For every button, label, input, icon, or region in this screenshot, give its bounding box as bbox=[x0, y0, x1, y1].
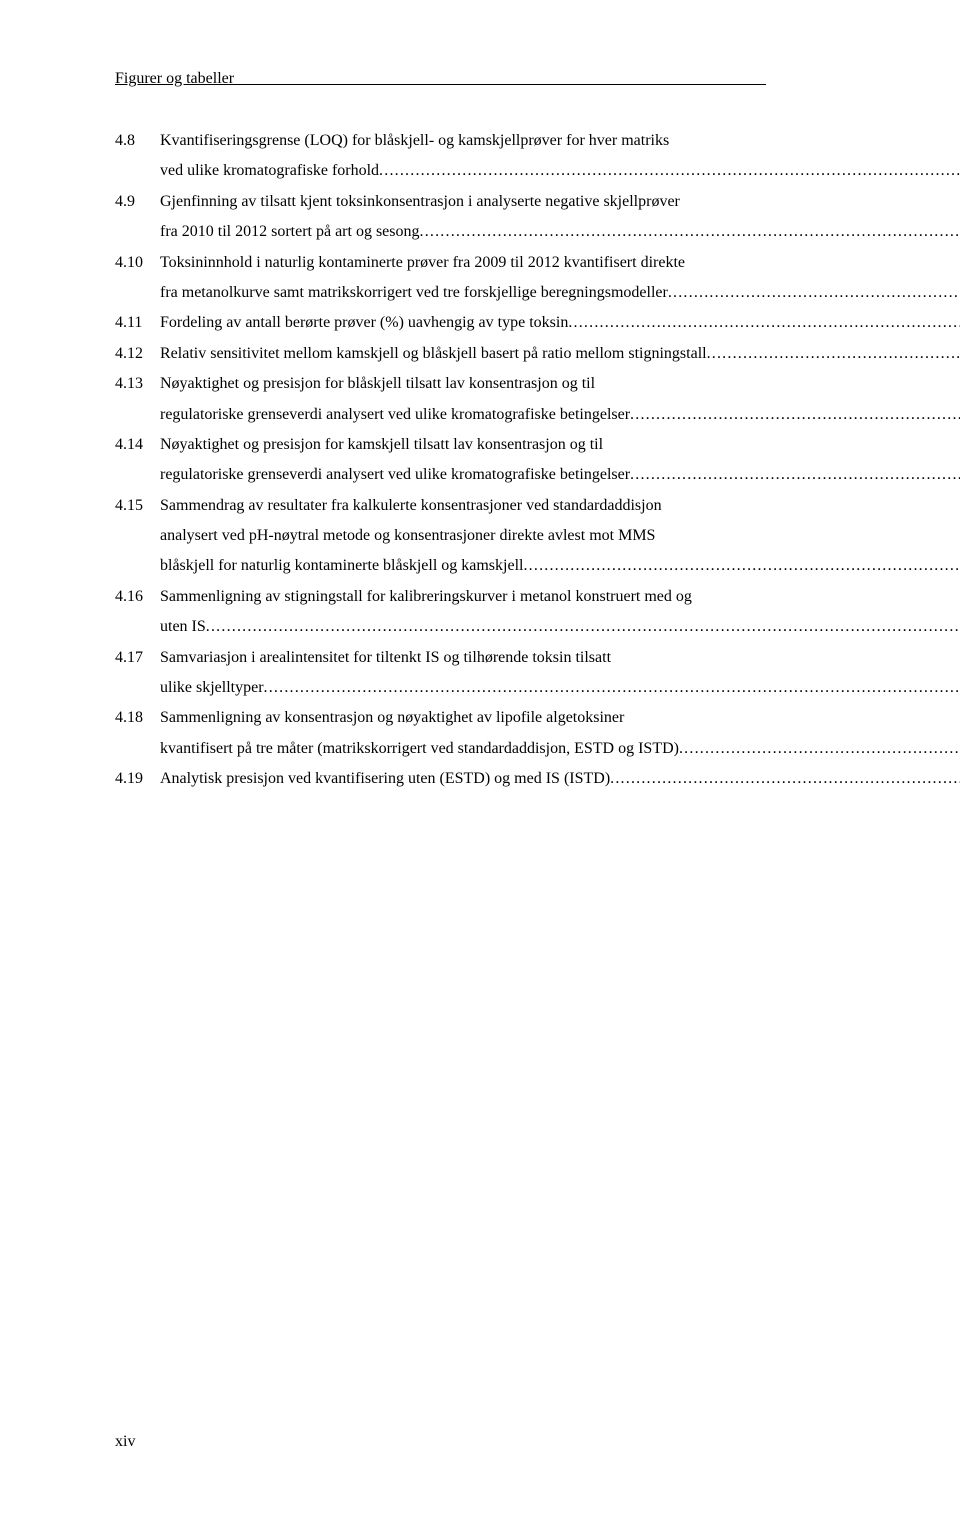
toc-entry: 4.14Nøyaktighet og presisjon for kamskje… bbox=[115, 430, 860, 491]
toc-entry-number: 4.15 bbox=[115, 491, 160, 521]
toc-entry-number: 4.19 bbox=[115, 764, 160, 794]
toc-line: Sammenligning av stigningstall for kalib… bbox=[160, 582, 960, 612]
toc-entry-body: Sammenligning av stigningstall for kalib… bbox=[160, 582, 960, 643]
toc-line: Sammendrag av resultater fra kalkulerte … bbox=[160, 491, 960, 521]
toc-line-text: Analytisk presisjon ved kvantifisering u… bbox=[160, 764, 610, 794]
toc-entry-number: 4.14 bbox=[115, 430, 160, 460]
toc-line-text: analysert ved pH-nøytral metode og konse… bbox=[160, 521, 655, 551]
toc-entry-number: 4.8 bbox=[115, 126, 160, 156]
toc-line-text: ulike skjelltyper bbox=[160, 673, 264, 703]
toc-leader-dots: ........................................… bbox=[630, 460, 960, 490]
toc-line: Relativ sensitivitet mellom kamskjell og… bbox=[160, 339, 960, 369]
toc-line: fra 2010 til 2012 sortert på art og seso… bbox=[160, 217, 960, 247]
toc-line-text: regulatoriske grenseverdi analysert ved … bbox=[160, 400, 630, 430]
toc-entry-number: 4.12 bbox=[115, 339, 160, 369]
toc-line-text: Samvariasjon i arealintensitet for tilte… bbox=[160, 643, 611, 673]
toc-entry: 4.12Relativ sensitivitet mellom kamskjel… bbox=[115, 339, 860, 369]
toc-line: Kvantifiseringsgrense (LOQ) for blåskjel… bbox=[160, 126, 960, 156]
toc-line: ulike skjelltyper.......................… bbox=[160, 673, 960, 703]
toc-entry-number: 4.10 bbox=[115, 248, 160, 278]
toc-line: Gjenfinning av tilsatt kjent toksinkonse… bbox=[160, 187, 960, 217]
toc-entry-body: Samvariasjon i arealintensitet for tilte… bbox=[160, 643, 960, 704]
toc-line: kvantifisert på tre måter (matrikskorrig… bbox=[160, 734, 960, 764]
toc-line-text: fra 2010 til 2012 sortert på art og seso… bbox=[160, 217, 420, 247]
toc-entry: 4.13Nøyaktighet og presisjon for blåskje… bbox=[115, 369, 860, 430]
toc-entry: 4.17Samvariasjon i arealintensitet for t… bbox=[115, 643, 860, 704]
toc-line: fra metanolkurve samt matrikskorrigert v… bbox=[160, 278, 960, 308]
toc-line: Nøyaktighet og presisjon for kamskjell t… bbox=[160, 430, 960, 460]
toc-list: 4.8Kvantifiseringsgrense (LOQ) for blåsk… bbox=[115, 126, 860, 795]
toc-line: Samvariasjon i arealintensitet for tilte… bbox=[160, 643, 960, 673]
toc-leader-dots: ........................................… bbox=[264, 673, 960, 703]
toc-line-text: fra metanolkurve samt matrikskorrigert v… bbox=[160, 278, 668, 308]
toc-entry: 4.8Kvantifiseringsgrense (LOQ) for blåsk… bbox=[115, 126, 860, 187]
toc-entry-body: Fordeling av antall berørte prøver (%) u… bbox=[160, 308, 960, 338]
toc-entry: 4.19Analytisk presisjon ved kvantifiseri… bbox=[115, 764, 860, 794]
toc-entry: 4.15Sammendrag av resultater fra kalkule… bbox=[115, 491, 860, 582]
toc-leader-dots: ........................................… bbox=[568, 308, 960, 338]
toc-entry-number: 4.17 bbox=[115, 643, 160, 673]
toc-leader-dots: ........................................… bbox=[668, 278, 960, 308]
toc-line-text: Relativ sensitivitet mellom kamskjell og… bbox=[160, 339, 707, 369]
toc-entry-body: Analytisk presisjon ved kvantifisering u… bbox=[160, 764, 960, 794]
toc-line: analysert ved pH-nøytral metode og konse… bbox=[160, 521, 960, 551]
toc-leader-dots: ........................................… bbox=[610, 764, 960, 794]
toc-entry-body: Gjenfinning av tilsatt kjent toksinkonse… bbox=[160, 187, 960, 248]
toc-line: regulatoriske grenseverdi analysert ved … bbox=[160, 400, 960, 430]
toc-entry: 4.18Sammenligning av konsentrasjon og nø… bbox=[115, 703, 860, 764]
toc-leader-dots: ........................................… bbox=[379, 156, 960, 186]
toc-entry: 4.10Toksininnhold i naturlig kontaminert… bbox=[115, 248, 860, 309]
toc-leader-dots: ........................................… bbox=[679, 734, 960, 764]
toc-line-text: Kvantifiseringsgrense (LOQ) for blåskjel… bbox=[160, 126, 669, 156]
toc-entry: 4.11Fordeling av antall berørte prøver (… bbox=[115, 308, 860, 338]
toc-entry-number: 4.9 bbox=[115, 187, 160, 217]
toc-line-text: Sammenligning av stigningstall for kalib… bbox=[160, 582, 692, 612]
toc-line: Analytisk presisjon ved kvantifisering u… bbox=[160, 764, 960, 794]
toc-leader-dots: ........................................… bbox=[707, 339, 960, 369]
toc-line-text: Nøyaktighet og presisjon for blåskjell t… bbox=[160, 369, 595, 399]
toc-line-text: ved ulike kromatografiske forhold bbox=[160, 156, 379, 186]
toc-entry-body: Nøyaktighet og presisjon for kamskjell t… bbox=[160, 430, 960, 491]
toc-line: blåskjell for naturlig kontaminerte blås… bbox=[160, 551, 960, 581]
page-footer: xiv bbox=[115, 1433, 135, 1451]
toc-line: Sammenligning av konsentrasjon og nøyakt… bbox=[160, 703, 960, 733]
toc-entry-number: 4.16 bbox=[115, 582, 160, 612]
toc-entry-number: 4.18 bbox=[115, 703, 160, 733]
toc-entry-body: Toksininnhold i naturlig kontaminerte pr… bbox=[160, 248, 960, 309]
toc-leader-dots: ........................................… bbox=[523, 551, 960, 581]
toc-line-text: Fordeling av antall berørte prøver (%) u… bbox=[160, 308, 568, 338]
toc-entry: 4.9Gjenfinning av tilsatt kjent toksinko… bbox=[115, 187, 860, 248]
toc-entry-body: Nøyaktighet og presisjon for blåskjell t… bbox=[160, 369, 960, 430]
toc-leader-dots: ........................................… bbox=[630, 400, 960, 430]
toc-line: uten IS.................................… bbox=[160, 612, 960, 642]
toc-line-text: Sammendrag av resultater fra kalkulerte … bbox=[160, 491, 662, 521]
toc-entry: 4.16Sammenligning av stigningstall for k… bbox=[115, 582, 860, 643]
toc-entry-number: 4.11 bbox=[115, 308, 160, 338]
toc-line-text: uten IS bbox=[160, 612, 206, 642]
toc-line: Toksininnhold i naturlig kontaminerte pr… bbox=[160, 248, 960, 278]
toc-line-text: Nøyaktighet og presisjon for kamskjell t… bbox=[160, 430, 603, 460]
toc-entry-body: Relativ sensitivitet mellom kamskjell og… bbox=[160, 339, 960, 369]
toc-line-text: kvantifisert på tre måter (matrikskorrig… bbox=[160, 734, 679, 764]
toc-line: Fordeling av antall berørte prøver (%) u… bbox=[160, 308, 960, 338]
toc-line-text: Sammenligning av konsentrasjon og nøyakt… bbox=[160, 703, 624, 733]
toc-line-text: regulatoriske grenseverdi analysert ved … bbox=[160, 460, 630, 490]
toc-line: Nøyaktighet og presisjon for blåskjell t… bbox=[160, 369, 960, 399]
page-header: Figurer og tabeller bbox=[115, 70, 860, 90]
toc-line-text: blåskjell for naturlig kontaminerte blås… bbox=[160, 551, 523, 581]
toc-entry-body: Kvantifiseringsgrense (LOQ) for blåskjel… bbox=[160, 126, 960, 187]
toc-line-text: Gjenfinning av tilsatt kjent toksinkonse… bbox=[160, 187, 680, 217]
toc-entry-body: Sammendrag av resultater fra kalkulerte … bbox=[160, 491, 960, 582]
toc-leader-dots: ........................................… bbox=[206, 612, 960, 642]
toc-line-text: Toksininnhold i naturlig kontaminerte pr… bbox=[160, 248, 685, 278]
toc-line: ved ulike kromatografiske forhold.......… bbox=[160, 156, 960, 186]
toc-entry-number: 4.13 bbox=[115, 369, 160, 399]
toc-line: regulatoriske grenseverdi analysert ved … bbox=[160, 460, 960, 490]
toc-leader-dots: ........................................… bbox=[420, 217, 960, 247]
toc-entry-body: Sammenligning av konsentrasjon og nøyakt… bbox=[160, 703, 960, 764]
